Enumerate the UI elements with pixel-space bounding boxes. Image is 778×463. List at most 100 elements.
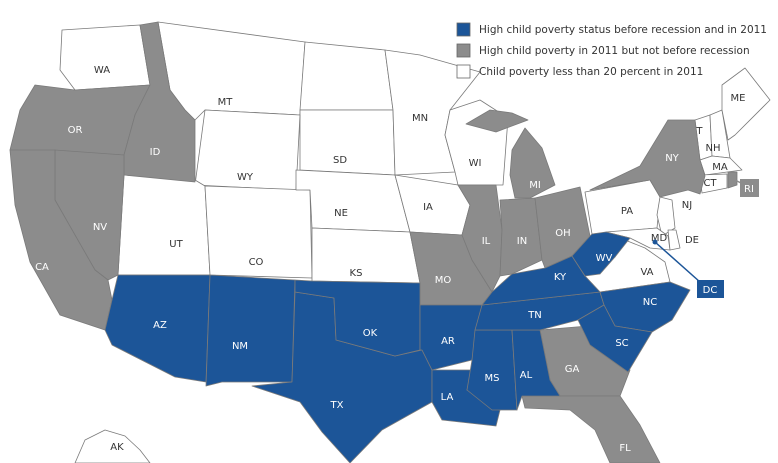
- state: NM: [205, 274, 296, 387]
- state-label: MT: [218, 97, 234, 108]
- state: IN: [499, 197, 543, 277]
- state-shape: [589, 119, 706, 198]
- state: NY: [589, 119, 706, 198]
- state-shape: [521, 395, 661, 463]
- state-label: NY: [665, 153, 679, 164]
- state-label: SC: [615, 338, 628, 349]
- state-label: ID: [150, 147, 161, 158]
- state-shape: [509, 127, 556, 199]
- state-shape: [721, 67, 771, 141]
- state-shape: [311, 227, 421, 284]
- state-label: OK: [363, 328, 378, 339]
- state: MI: [509, 127, 556, 199]
- state: SC: [577, 304, 653, 373]
- state-label: AK: [110, 442, 124, 453]
- state-label: CO: [249, 257, 264, 268]
- state-label: TX: [330, 400, 344, 411]
- state-label: IL: [482, 236, 491, 247]
- state-shape: [577, 304, 653, 373]
- state-label: PA: [621, 206, 633, 217]
- callout-box: [740, 179, 759, 197]
- state-label: KY: [554, 272, 567, 283]
- state-shape: [205, 274, 296, 387]
- state-label: NJ: [682, 200, 692, 211]
- state-label: WA: [94, 65, 110, 76]
- state-label: MS: [485, 373, 500, 384]
- state: [465, 109, 529, 133]
- legend: High child poverty status before recessi…: [456, 22, 767, 79]
- state-label: NM: [232, 341, 248, 352]
- legend-label: Child poverty less than 20 percent in 20…: [479, 66, 703, 78]
- legend-swatch: [456, 43, 471, 58]
- legend-label: High child poverty status before recessi…: [479, 24, 767, 36]
- states: WA MT ND SD WY UT CO NE KS MN WI IA PA N…: [9, 21, 771, 463]
- state-label: MA: [712, 162, 728, 173]
- state: AZ: [104, 274, 211, 383]
- state-shape: [299, 41, 394, 111]
- state-label: SD: [333, 155, 347, 166]
- state-label: IN: [517, 236, 527, 247]
- legend-swatch: [456, 22, 471, 37]
- state: WV: [571, 231, 631, 277]
- state-label: TN: [527, 310, 542, 321]
- state-label: AL: [520, 370, 533, 381]
- state-label: MO: [435, 275, 452, 286]
- state-label: MN: [412, 113, 428, 124]
- state-label: FL: [619, 443, 631, 454]
- state: DE: [667, 229, 699, 251]
- state-shape: [299, 109, 396, 176]
- state: ME: [721, 67, 771, 141]
- state-label: MD: [651, 233, 668, 244]
- state-label: NH: [706, 143, 721, 154]
- legend-label: High child poverty in 2011 but not befor…: [479, 45, 750, 57]
- state-shape: [727, 171, 738, 189]
- state-label: UT: [169, 239, 183, 250]
- leader-line: [654, 241, 701, 283]
- state: CO: [204, 185, 313, 279]
- state-label: DC: [703, 285, 718, 296]
- state: WY: [194, 109, 301, 191]
- state: UT: [117, 174, 211, 276]
- state-label: LA: [441, 392, 454, 403]
- state-label: CA: [35, 262, 49, 273]
- state-shape: [571, 231, 631, 277]
- legend-swatch: [456, 64, 471, 79]
- state-label: WI: [469, 158, 482, 169]
- state-label: NV: [93, 222, 107, 233]
- state: WA: [59, 24, 151, 91]
- state-shape: [117, 174, 211, 276]
- state: OK: [294, 279, 421, 357]
- state: SD: [299, 109, 396, 176]
- state-label: AZ: [153, 320, 167, 331]
- callout-box: [697, 280, 724, 298]
- state-label: IA: [423, 202, 433, 213]
- state: NE: [295, 169, 411, 233]
- state-label: AR: [441, 336, 455, 347]
- state: FL: [521, 395, 661, 463]
- state: ID: [123, 21, 196, 183]
- state-shape: [465, 109, 529, 133]
- state-shape: [294, 279, 421, 357]
- state-label: DE: [685, 235, 699, 246]
- state-shape: [667, 229, 681, 251]
- state-label: KS: [350, 268, 363, 279]
- state-label: OH: [555, 228, 570, 239]
- state-label: CT: [703, 178, 717, 189]
- state-label: OR: [68, 125, 83, 136]
- state-label: ME: [731, 93, 746, 104]
- state-shape: [123, 21, 196, 183]
- state-label: WY: [237, 172, 254, 183]
- state-label: NC: [643, 297, 657, 308]
- state-shape: [59, 24, 151, 91]
- leader-dot: [652, 239, 658, 245]
- state: KS: [311, 227, 421, 284]
- state-shape: [295, 169, 411, 233]
- state: AK: [74, 429, 151, 463]
- state-label: RI: [744, 184, 754, 195]
- state-label: GA: [565, 364, 580, 375]
- state-label: NE: [334, 208, 348, 219]
- state-label: VA: [640, 267, 653, 278]
- state-label: MI: [529, 180, 541, 191]
- state-shape: [74, 429, 151, 463]
